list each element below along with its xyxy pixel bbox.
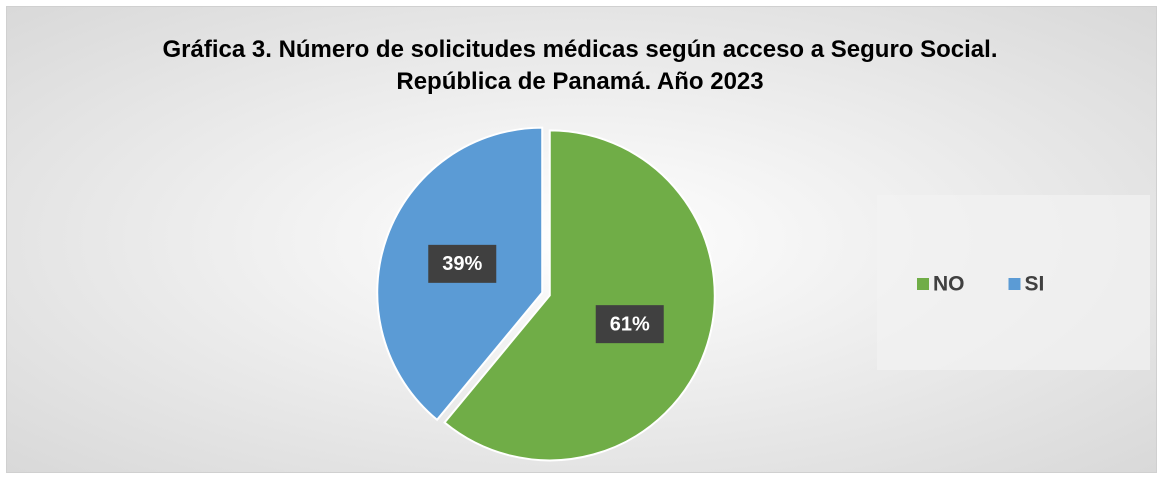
legend-swatch	[1008, 278, 1021, 290]
data-label-box	[595, 305, 664, 344]
legend-swatch	[917, 278, 929, 290]
legend-label: SI	[1025, 273, 1045, 296]
chart-title: Gráfica 3. Número de solicitudes médicas…	[162, 36, 998, 95]
data-label: 39%	[442, 253, 482, 275]
legend-label: NO	[933, 273, 965, 296]
pie-slice	[443, 129, 716, 462]
data-label: 61%	[610, 313, 650, 335]
data-label-box	[428, 244, 497, 283]
